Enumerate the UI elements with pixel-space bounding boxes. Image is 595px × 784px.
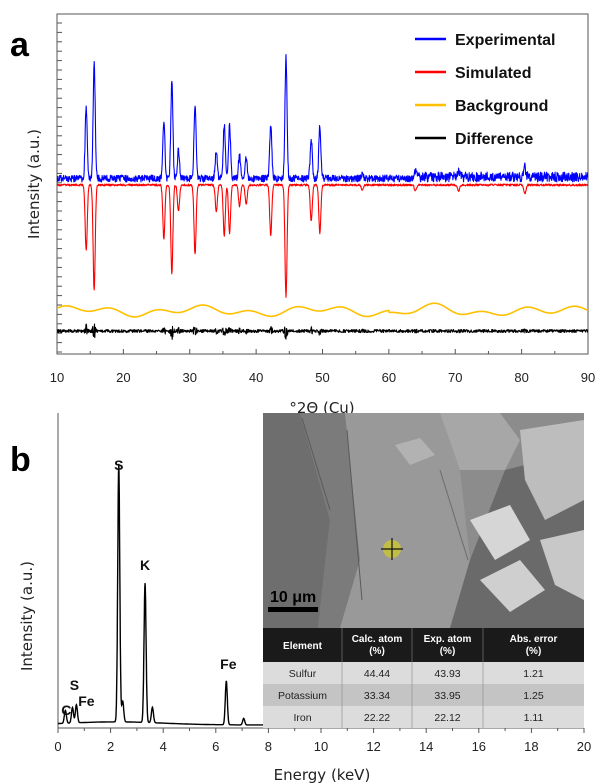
legend-label-experimental: Experimental bbox=[455, 32, 555, 49]
x-tick-label: 10 bbox=[50, 370, 64, 385]
x-tick-label: 10 bbox=[314, 739, 328, 754]
x-tick-label: 50 bbox=[315, 370, 329, 385]
x-tick-label: 0 bbox=[54, 739, 61, 754]
x-tick-label: 8 bbox=[265, 739, 272, 754]
chart-b-y-axis-title: Intensity (a.u.) bbox=[18, 561, 36, 671]
legend-label-difference: Difference bbox=[455, 131, 533, 148]
table-row bbox=[263, 706, 584, 728]
table-row bbox=[263, 684, 584, 706]
x-tick-label: 4 bbox=[160, 739, 167, 754]
x-tick-label: 12 bbox=[366, 739, 380, 754]
table-cell: 1.11 bbox=[524, 712, 544, 724]
legend-label-background: Background bbox=[455, 98, 548, 115]
peak-label-k: K bbox=[140, 557, 150, 573]
panel-b-letter: b bbox=[10, 441, 31, 479]
chart-a-x-axis-title: °2Θ (Cu) bbox=[289, 399, 354, 417]
table-cell: Sulfur bbox=[289, 668, 317, 680]
series-difference-line bbox=[57, 323, 588, 340]
chart-b-x-axis-title: Energy (keV) bbox=[274, 766, 371, 784]
x-tick-label: 40 bbox=[249, 370, 263, 385]
x-tick-label: 20 bbox=[116, 370, 130, 385]
legend-label-simulated: Simulated bbox=[455, 65, 531, 82]
table-header-row bbox=[263, 628, 584, 662]
chart-a-x-tick-labels: 10 20 30 40 50 60 70 80 90 bbox=[50, 370, 595, 385]
x-tick-label: 2 bbox=[107, 739, 114, 754]
table-header-cell: Element bbox=[283, 641, 323, 652]
x-tick-label: 18 bbox=[524, 739, 538, 754]
table-cell: 33.34 bbox=[364, 690, 390, 702]
table-header-cell: Exp. atom (%) bbox=[424, 634, 472, 657]
chart-a-y-axis-title: Intensity (a.u.) bbox=[25, 129, 43, 239]
x-tick-label: 80 bbox=[514, 370, 528, 385]
panel-a-letter: a bbox=[10, 26, 30, 64]
x-tick-label: 6 bbox=[212, 739, 219, 754]
x-tick-label: 90 bbox=[581, 370, 595, 385]
scale-bar-label: 10 μm bbox=[270, 589, 316, 606]
series-background-line bbox=[57, 302, 588, 318]
x-tick-label: 14 bbox=[419, 739, 433, 754]
series-experimental-line bbox=[57, 54, 588, 183]
x-tick-label: 60 bbox=[382, 370, 396, 385]
table-header-cell: Abs. error (%) bbox=[510, 634, 558, 657]
peak-label-s: S bbox=[70, 677, 79, 693]
x-tick-label: 20 bbox=[577, 739, 591, 754]
table-cell: Potassium bbox=[278, 690, 327, 702]
table-row bbox=[263, 662, 584, 684]
scale-bar bbox=[268, 607, 318, 612]
table-cell: Iron bbox=[293, 712, 311, 724]
peak-label-c: C bbox=[61, 702, 71, 718]
x-tick-label: 70 bbox=[448, 370, 462, 385]
peak-label-s: S bbox=[114, 457, 123, 473]
table-cell: 43.93 bbox=[434, 668, 460, 680]
x-tick-label: 16 bbox=[472, 739, 486, 754]
table-cell: 22.12 bbox=[434, 712, 460, 724]
table-cell: 33.95 bbox=[434, 690, 460, 702]
peak-label-fe: Fe bbox=[220, 656, 237, 672]
chart-a-legend: Experimental Simulated Background Differenc… bbox=[415, 32, 555, 148]
table-cell: 44.44 bbox=[364, 668, 390, 680]
series-simulated-line bbox=[57, 183, 588, 298]
peak-label-fe: Fe bbox=[78, 693, 95, 709]
chart-b-ticks bbox=[57, 728, 585, 733]
table-cell: 1.21 bbox=[523, 668, 544, 680]
table-header-cell: Calc. atom (%) bbox=[352, 634, 403, 657]
sem-micrograph bbox=[263, 413, 584, 628]
eds-results-table: Element Calc. atom (%) Exp. atom (%) Abs. err… bbox=[263, 628, 584, 728]
table-cell: 1.25 bbox=[523, 690, 544, 702]
chart-a-series bbox=[57, 54, 588, 340]
chart-a-ticks bbox=[56, 22, 589, 354]
x-tick-label: 30 bbox=[183, 370, 197, 385]
chart-b-x-tick-labels: 0 2 4 6 8 10 12 14 16 18 20 bbox=[54, 739, 591, 754]
table-cell: 22.22 bbox=[364, 712, 390, 724]
